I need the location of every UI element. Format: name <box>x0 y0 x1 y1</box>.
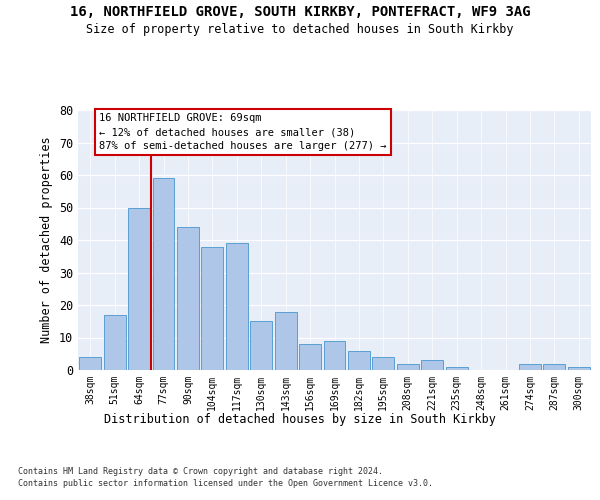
Text: Size of property relative to detached houses in South Kirkby: Size of property relative to detached ho… <box>86 22 514 36</box>
Bar <box>397 364 419 370</box>
Bar <box>226 244 248 370</box>
Text: Contains public sector information licensed under the Open Government Licence v3: Contains public sector information licen… <box>18 479 433 488</box>
Bar <box>275 312 296 370</box>
Text: Contains HM Land Registry data © Crown copyright and database right 2024.: Contains HM Land Registry data © Crown c… <box>18 468 383 476</box>
Bar <box>299 344 321 370</box>
Bar <box>128 208 150 370</box>
Text: 16, NORTHFIELD GROVE, SOUTH KIRKBY, PONTEFRACT, WF9 3AG: 16, NORTHFIELD GROVE, SOUTH KIRKBY, PONT… <box>70 5 530 19</box>
Text: Distribution of detached houses by size in South Kirkby: Distribution of detached houses by size … <box>104 412 496 426</box>
Bar <box>421 360 443 370</box>
Bar <box>250 322 272 370</box>
Bar <box>152 178 175 370</box>
Bar <box>373 357 394 370</box>
Text: 16 NORTHFIELD GROVE: 69sqm
← 12% of detached houses are smaller (38)
87% of semi: 16 NORTHFIELD GROVE: 69sqm ← 12% of deta… <box>100 114 387 151</box>
Bar <box>348 350 370 370</box>
Bar <box>104 315 125 370</box>
Bar <box>519 364 541 370</box>
Bar <box>79 357 101 370</box>
Bar <box>177 227 199 370</box>
Bar <box>544 364 565 370</box>
Bar <box>568 367 590 370</box>
Bar <box>446 367 467 370</box>
Y-axis label: Number of detached properties: Number of detached properties <box>40 136 53 344</box>
Bar <box>323 341 346 370</box>
Bar <box>202 246 223 370</box>
